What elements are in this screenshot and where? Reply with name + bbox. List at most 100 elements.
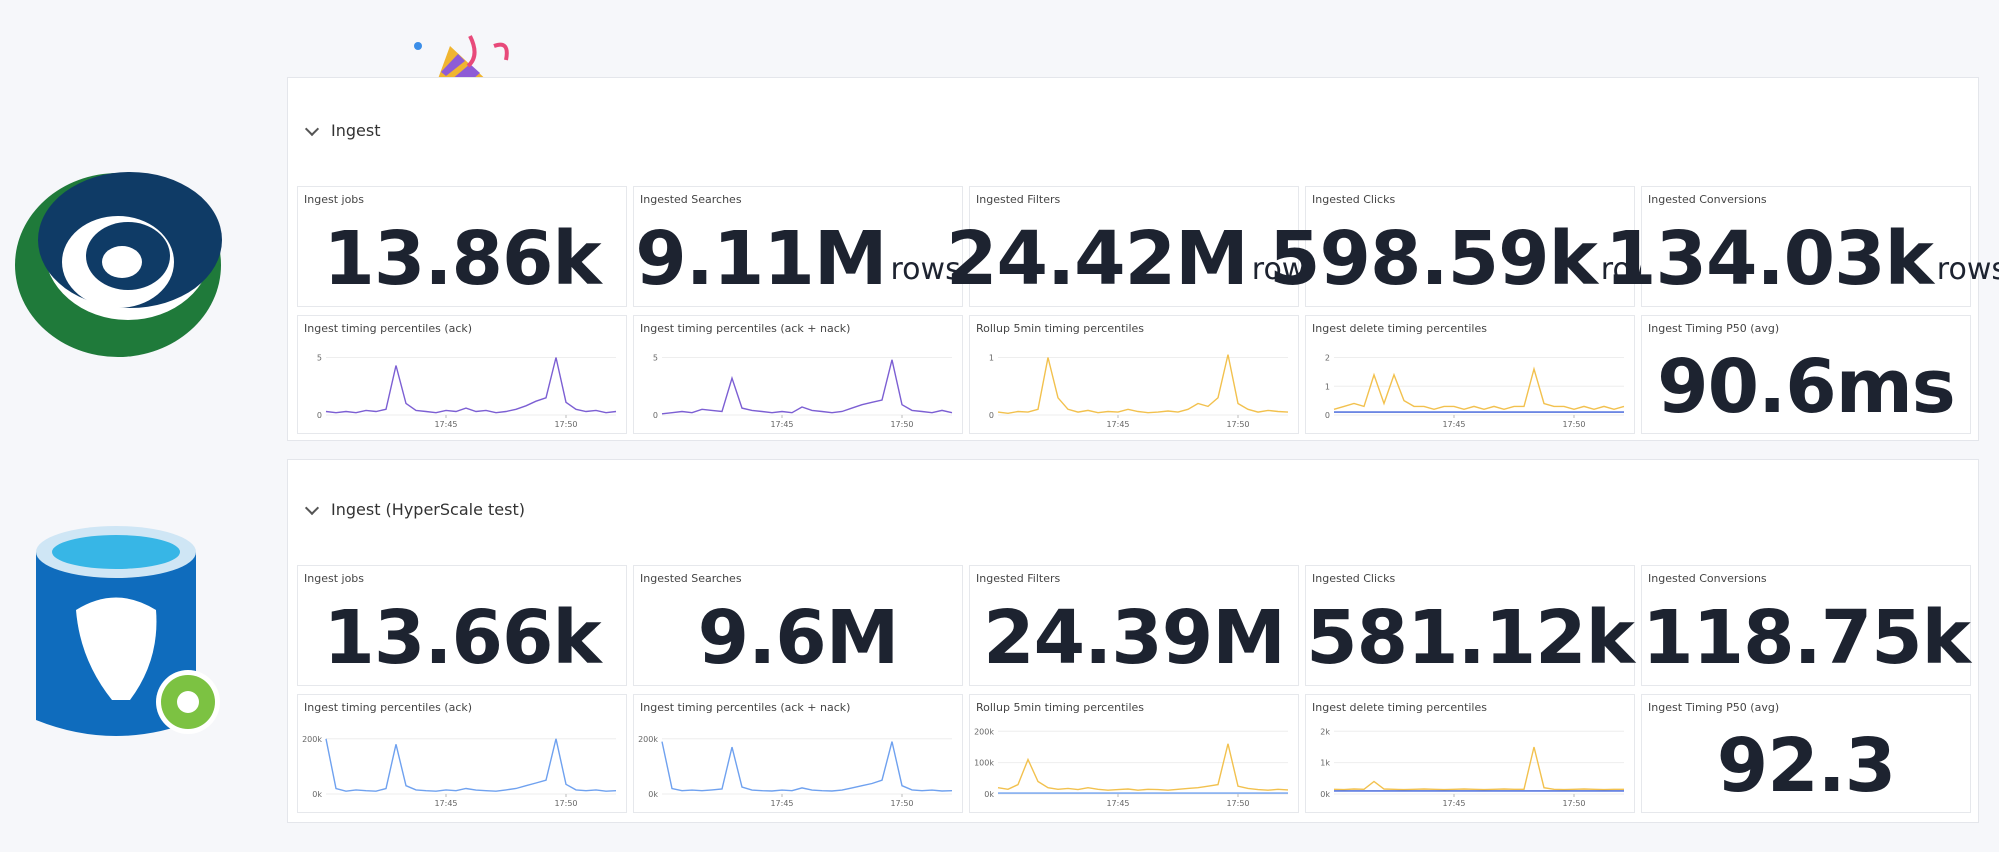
stat-tile: Ingest jobs 13.86k <box>297 186 627 307</box>
stat-label: Ingested Clicks <box>1312 572 1396 585</box>
stat-value: 90.6ms <box>1657 343 1956 430</box>
stat-tile: Ingested Clicks 581.12k <box>1305 565 1635 686</box>
stat-unit: rows <box>1936 252 1999 287</box>
chart-title: Ingest timing percentiles (ack + nack) <box>640 322 851 335</box>
stat-tile: Ingested Clicks 598.59k rows <box>1269 186 1671 307</box>
stat-value: 598.59k <box>1269 215 1598 302</box>
x-tick-label: 17:45 <box>1442 420 1465 429</box>
stat-value-box: 9.6M <box>634 590 962 685</box>
x-tick-label: 17:45 <box>770 420 793 429</box>
stat-value-box: 581.12k <box>1306 590 1635 685</box>
series-line <box>997 354 1289 415</box>
stat-label: Ingested Filters <box>976 193 1061 206</box>
stat-value: 9.6M <box>697 594 900 681</box>
chart: 0k 1k 2k 17:45 17:50 <box>1320 727 1624 808</box>
stat-label: Ingest jobs <box>304 193 365 206</box>
y-tick-label: 0k <box>648 790 658 799</box>
y-tick-label: 0 <box>989 411 994 420</box>
chart-tile: Ingest delete timing percentiles 0k 1k 2k 17… <box>1305 694 1635 813</box>
y-tick-label: 0 <box>1325 411 1330 420</box>
citus-logo <box>15 172 222 357</box>
group-title: Ingest <box>331 121 381 140</box>
stat-value-box: 9.11M rows <box>634 211 962 306</box>
stat-value-box: 134.03krows <box>1605 211 1999 306</box>
chart: 0k 200k 17:45 17:50 <box>638 735 953 808</box>
stat-value: 134.03k <box>1605 215 1934 302</box>
x-tick-label: 17:50 <box>890 799 913 808</box>
series-line <box>325 357 617 414</box>
y-tick-label: 200k <box>974 727 994 736</box>
y-tick-label: 5 <box>653 354 658 363</box>
chart-title: Ingest timing percentiles (ack) <box>304 322 473 335</box>
chart-tile: Ingest timing percentiles (ack) 0k 200k 17:… <box>297 694 627 813</box>
y-tick-label: 100k <box>974 759 994 768</box>
y-tick-label: 0 <box>317 411 322 420</box>
x-tick-label: 17:50 <box>1562 420 1585 429</box>
group-title: Ingest (HyperScale test) <box>331 500 525 519</box>
stat-value: 13.86k <box>323 215 601 302</box>
chart: 0k 100k 200k 17:45 17:50 <box>974 727 1289 808</box>
stat-tile: Ingested Searches 9.6M <box>633 565 963 686</box>
stat-value-box: 24.39M <box>970 590 1298 685</box>
stat-unit: rows <box>890 252 961 287</box>
x-tick-label: 17:45 <box>1106 420 1129 429</box>
y-tick-label: 1 <box>1325 382 1330 391</box>
stat-value-box: 13.66k <box>298 590 626 685</box>
stat-tile: Ingested Conversions 118.75k <box>1641 565 1971 686</box>
stat-value: 24.39M <box>983 594 1286 681</box>
y-tick-label: 2 <box>1325 354 1330 363</box>
x-tick-label: 17:50 <box>890 420 913 429</box>
stat-label: Ingested Searches <box>640 193 742 206</box>
x-tick-label: 17:50 <box>554 799 577 808</box>
stat-value-box: 90.6ms <box>1642 340 1970 433</box>
stat-label: Ingest Timing P50 (avg) <box>1648 322 1780 335</box>
chart: 0k 200k 17:45 17:50 <box>302 735 617 808</box>
stat-label: Ingest Timing P50 (avg) <box>1648 701 1780 714</box>
stat-tile: Ingest Timing P50 (avg) 90.6ms <box>1641 315 1971 434</box>
stat-tile: Ingested Searches 9.11M rows <box>633 186 963 307</box>
x-tick-label: 17:50 <box>1226 420 1249 429</box>
stat-value: 581.12k <box>1306 594 1635 681</box>
stat-value: 118.75k <box>1642 594 1971 681</box>
chart-title: Ingest timing percentiles (ack + nack) <box>640 701 851 714</box>
series-line <box>1333 746 1624 791</box>
stat-tile: Ingested Conversions 134.03krows <box>1605 186 1999 307</box>
chart-tile: Rollup 5min timing percentiles 0 1 17:45 17:… <box>969 315 1299 434</box>
chart-tile: Ingest timing percentiles (ack + nack) 0k… <box>633 694 963 813</box>
stat-value: 24.42M <box>946 215 1249 302</box>
y-tick-label: 1 <box>989 354 994 363</box>
stat-value-box: 598.59k rows <box>1269 211 1671 306</box>
y-tick-label: 200k <box>302 735 322 744</box>
stat-label: Ingested Conversions <box>1648 193 1767 206</box>
x-tick-label: 17:50 <box>1562 799 1585 808</box>
x-tick-label: 17:45 <box>434 420 457 429</box>
y-tick-label: 5 <box>317 354 322 363</box>
chart-title: Rollup 5min timing percentiles <box>976 701 1145 714</box>
y-tick-label: 2k <box>1320 727 1330 736</box>
azure-postgres-logo <box>36 526 220 736</box>
chart-tile: Ingest timing percentiles (ack + nack) 0 5… <box>633 315 963 434</box>
chart: 0 1 17:45 17:50 <box>989 354 1289 429</box>
x-tick-label: 17:45 <box>1442 799 1465 808</box>
stat-tile: Ingest Timing P50 (avg) 92.3 <box>1641 694 1971 813</box>
stat-value-box: 24.42M rows <box>946 211 1322 306</box>
y-tick-label: 200k <box>638 735 658 744</box>
y-tick-label: 0k <box>1320 790 1330 799</box>
chart-title: Ingest delete timing percentiles <box>1312 701 1487 714</box>
stat-tile: Ingested Filters 24.42M rows <box>946 186 1322 307</box>
stat-value: 9.11M <box>635 215 887 302</box>
y-tick-label: 1k <box>1320 759 1330 768</box>
stat-value-box: 118.75k <box>1642 590 1971 685</box>
stat-tile: Ingest jobs 13.66k <box>297 565 627 686</box>
stat-value-box: 13.86k <box>298 211 626 306</box>
logos <box>15 172 222 736</box>
x-tick-label: 17:50 <box>1226 799 1249 808</box>
x-tick-label: 17:45 <box>770 799 793 808</box>
chart-tile: Ingest delete timing percentiles 0 1 2 17:45… <box>1305 315 1635 434</box>
series-line <box>997 743 1289 791</box>
chart-tile: Rollup 5min timing percentiles 0k 100k 200k… <box>969 694 1299 813</box>
chart: 0 1 2 17:45 17:50 <box>1325 354 1625 429</box>
stat-value: 13.66k <box>323 594 601 681</box>
series-line <box>1333 366 1625 411</box>
